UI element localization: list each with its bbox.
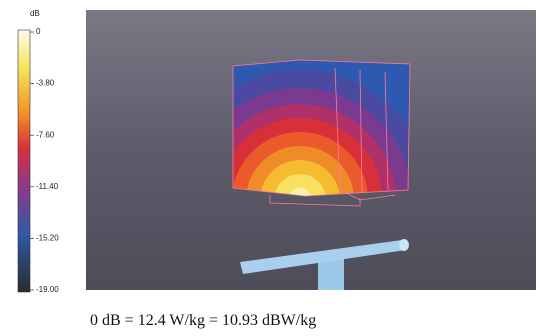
tick-label: -15.20 xyxy=(36,234,59,243)
tick-label: -7.60 xyxy=(36,130,55,139)
tick-label: 0 xyxy=(36,27,41,36)
colorbar-unit: dB xyxy=(30,9,40,18)
render-panel xyxy=(86,10,536,290)
tick-label: -11.40 xyxy=(36,182,59,191)
colorbar-ticks: 0 -3.80 -7.60 -11.40 -15.20 -19.00 xyxy=(30,27,59,294)
tick-label: -3.80 xyxy=(36,79,55,88)
tick-label: -19.00 xyxy=(36,285,59,294)
wireframe xyxy=(232,59,411,207)
colorbar: dB xyxy=(17,9,40,293)
sar-patch xyxy=(233,60,410,196)
caption: 0 dB = 12.4 W/kg = 10.93 dBW/kg xyxy=(90,312,316,329)
colorbar-scale xyxy=(17,29,31,293)
support xyxy=(240,239,409,290)
